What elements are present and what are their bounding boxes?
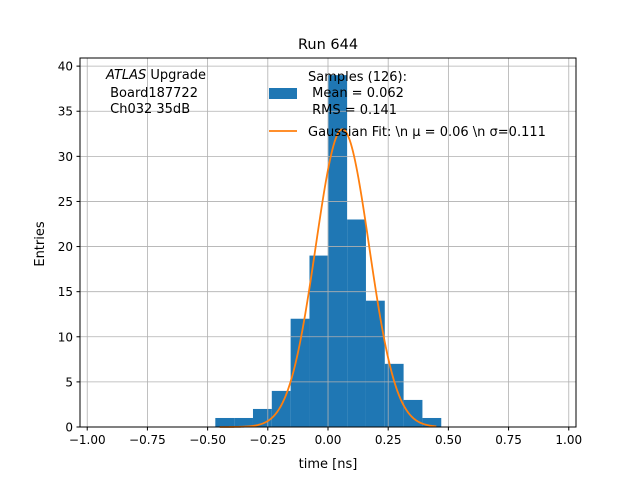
histogram-bar — [290, 318, 310, 427]
y-tick-label: 35 — [58, 105, 73, 119]
x-tick-label: 0.50 — [435, 433, 462, 447]
histogram-bar — [309, 255, 329, 427]
y-tick-label: 40 — [58, 60, 73, 74]
legend-fit-label: Gaussian Fit: \n μ = 0.06 \n σ=0.111 — [308, 125, 546, 140]
histogram-bar — [328, 75, 348, 427]
legend: Samples (126): Mean = 0.062 RMS = 0.141 … — [269, 70, 546, 140]
histogram-bar — [365, 300, 385, 427]
y-axis-label: Entries — [33, 221, 48, 267]
histogram-bar — [234, 417, 253, 427]
legend-hist-line-3: RMS = 0.141 — [308, 103, 397, 118]
gaussian-fit-curve — [219, 128, 437, 428]
legend-hist-line-1: Samples (126): — [308, 70, 407, 85]
y-tick-label: 0 — [65, 421, 73, 435]
y-tick-label: 10 — [58, 330, 73, 344]
histogram-bar — [271, 390, 291, 427]
x-tick-label: −0.50 — [189, 433, 226, 447]
annotation-atlas: ATLAS — [105, 68, 146, 83]
annotation-line-2: Board187722 — [106, 86, 198, 101]
histogram-bar — [403, 399, 423, 427]
y-tick-label: 30 — [58, 150, 73, 164]
annotation-line-1: ATLAS Upgrade — [105, 68, 206, 83]
annotation-line-3: Ch032 35dB — [106, 102, 190, 117]
y-tick-label: 5 — [65, 375, 73, 389]
histogram-bar — [384, 363, 404, 427]
y-tick-label: 25 — [58, 195, 73, 209]
histogram-bar — [215, 417, 235, 427]
legend-hist-patch — [269, 88, 297, 99]
x-tick-label: −0.75 — [129, 433, 166, 447]
x-tick-label: 0.25 — [375, 433, 402, 447]
x-tick-label: 0.75 — [495, 433, 522, 447]
chart-title: Run 644 — [298, 37, 358, 53]
histogram-bar — [422, 417, 442, 427]
x-tick-label: −0.25 — [249, 433, 286, 447]
x-tick-label: −1.00 — [69, 433, 106, 447]
histogram-bar — [347, 219, 366, 427]
histogram-bar — [252, 408, 272, 427]
legend-hist-line-2: Mean = 0.062 — [308, 86, 404, 101]
x-tick-label: 0.00 — [315, 433, 342, 447]
annotation: ATLAS Upgrade Board187722 Ch032 35dB — [105, 68, 206, 117]
y-tick-label: 15 — [58, 285, 73, 299]
annotation-upgrade: Upgrade — [146, 68, 206, 83]
x-tick-label: 1.00 — [555, 433, 582, 447]
x-axis-label: time [ns] — [299, 457, 358, 472]
y-tick-label: 20 — [58, 240, 73, 254]
